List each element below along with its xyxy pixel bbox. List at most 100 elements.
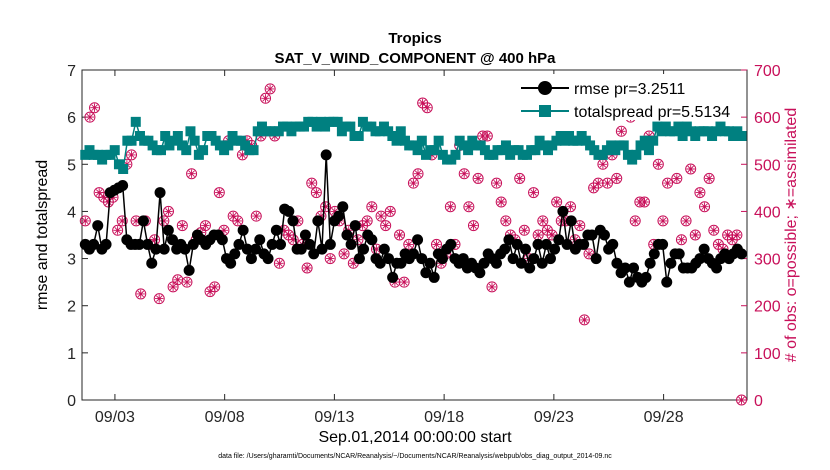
obs-possible-circle: [537, 215, 549, 227]
obs-possible-circle: [375, 210, 387, 222]
obs-count-marker: [537, 215, 549, 227]
obs-possible-circle: [421, 102, 433, 114]
obs-assimilated-asterisk: [289, 235, 298, 244]
rmse-point: [598, 229, 610, 241]
totalspread-point: [433, 135, 444, 146]
y-tick-label-left: 1: [67, 346, 76, 363]
rmse-point: [304, 238, 316, 250]
obs-possible-circle: [574, 220, 586, 232]
y-axis-label-right: # of obs: o=possible; ∗=assimilated: [783, 108, 800, 362]
obs-assimilated-asterisk: [316, 211, 326, 221]
chart-subtitle: SAT_V_WIND_COMPONENT @ 400 hPa: [274, 50, 556, 67]
obs-count-marker: [652, 158, 664, 170]
obs-assimilated-asterisk: [187, 169, 196, 178]
obs-assimilated-asterisk: [515, 174, 524, 183]
obs-possible-circle: [260, 92, 272, 104]
obs-count-marker: [703, 172, 715, 184]
rmse-point: [540, 238, 552, 250]
obs-assimilated-asterisk: [312, 188, 321, 197]
rmse-point: [283, 205, 295, 217]
obs-assimilated-asterisk: [677, 235, 686, 244]
y-tick-label-left: 6: [67, 110, 76, 127]
y-axis-label-left: rmse and totalspread: [34, 160, 51, 310]
rmse-point: [333, 210, 345, 222]
obs-assimilated-asterisk: [168, 282, 178, 292]
obs-assimilated-asterisk: [275, 259, 284, 268]
obs-possible-circle: [199, 220, 211, 232]
rmse-point: [233, 238, 245, 250]
y-tick-label-left: 4: [67, 204, 76, 221]
obs-assimilated-asterisk: [640, 197, 649, 207]
obs-count-marker: [176, 220, 188, 232]
obs-count-marker: [514, 172, 526, 184]
series-lines: [79, 116, 748, 288]
rmse-point: [507, 253, 519, 265]
obs-assimilated-asterisk: [261, 94, 270, 103]
obs-count-marker: [694, 187, 706, 199]
totalspread-point: [416, 135, 427, 146]
rmse-point: [353, 253, 365, 265]
obs-possible-circle: [657, 215, 669, 227]
obs-assimilated-asterisk: [580, 315, 589, 325]
obs-possible-circle: [662, 177, 674, 189]
obs-possible-circle: [89, 102, 101, 114]
obs-count-marker: [310, 187, 322, 199]
obs-assimilated-asterisk: [483, 131, 492, 141]
totalspread-point: [643, 145, 654, 156]
obs-count-marker: [398, 276, 410, 288]
obs-assimilated-asterisk: [104, 197, 113, 207]
obs-count-marker: [213, 187, 225, 199]
rmse-point: [341, 229, 353, 241]
obs-assimilated-asterisk: [376, 211, 386, 221]
legend-rmse-marker: [538, 81, 552, 95]
obs-assimilated-asterisk: [178, 221, 187, 230]
obs-assimilated-asterisk: [215, 188, 224, 197]
rmse-point: [490, 257, 502, 269]
footnote: data file: /Users/gharamti/Documents/NCA…: [218, 453, 612, 460]
obs-possible-circle: [694, 187, 706, 199]
rmse-point: [270, 224, 282, 236]
obs-count-marker: [675, 234, 687, 246]
obs-count-marker: [162, 205, 174, 217]
obs-possible-circle: [518, 224, 530, 236]
obs-count-marker: [135, 288, 147, 300]
obs-possible-circle: [306, 177, 318, 189]
rmse-point: [607, 238, 619, 250]
obs-assimilated-asterisk: [201, 221, 210, 230]
obs-possible-circle: [495, 196, 507, 208]
obs-count-marker: [671, 172, 683, 184]
x-tick-label: 09/28: [644, 409, 684, 426]
y-tick-label-left: 0: [67, 393, 76, 410]
obs-assimilated-asterisk: [686, 164, 695, 174]
rmse-point: [628, 262, 640, 274]
obs-assimilated-asterisk: [279, 226, 289, 235]
y-tick-label-right: 100: [754, 346, 781, 363]
rmse-point: [308, 248, 320, 260]
obs-assimilated-asterisk: [432, 240, 441, 249]
obs-assimilated-asterisk: [492, 178, 501, 188]
rmse-point: [167, 234, 179, 246]
obs-assimilated-asterisk: [732, 230, 742, 240]
obs-possible-circle: [500, 215, 512, 227]
obs-possible-circle: [481, 130, 493, 142]
obs-count-marker: [384, 205, 396, 217]
obs-count-marker: [112, 224, 124, 236]
rmse-point: [262, 253, 274, 265]
obs-possible-circle: [551, 196, 563, 208]
plot-area-frame: [81, 69, 748, 401]
rmse-point: [366, 234, 378, 246]
legend-rmse-label: rmse pr=3.2511: [574, 81, 685, 98]
obs-possible-circle: [112, 224, 124, 236]
rmse-point: [532, 238, 544, 250]
rmse-point: [154, 187, 166, 199]
y-tick-label-left: 7: [67, 63, 76, 80]
obs-assimilated-asterisk: [700, 202, 709, 211]
rmse-point: [299, 229, 311, 241]
obs-assimilated-asterisk: [330, 207, 339, 216]
obs-count-marker: [689, 229, 701, 241]
totalspread-point: [332, 116, 343, 127]
legend: rmse pr=3.2511 totalspread pr=5.5134: [512, 74, 740, 121]
obs-assimilated-asterisk: [598, 160, 608, 169]
rmse-point: [511, 238, 523, 250]
